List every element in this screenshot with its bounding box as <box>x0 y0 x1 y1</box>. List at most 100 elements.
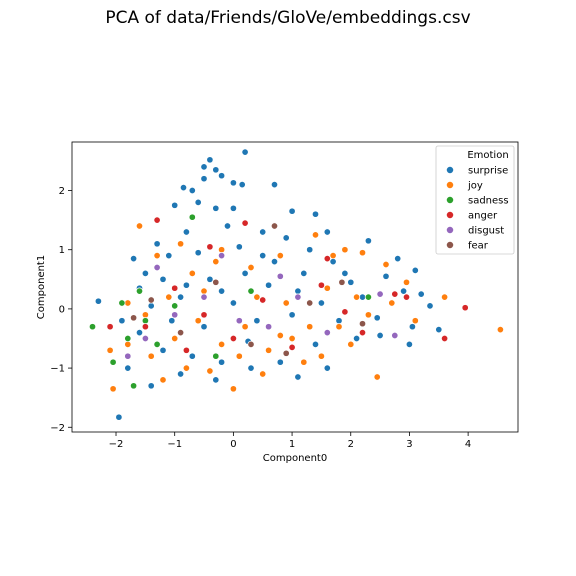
point-joy <box>311 231 320 239</box>
point-surprise <box>153 240 161 248</box>
point-anger <box>171 284 179 292</box>
point-joy <box>212 258 220 266</box>
legend-marker-surprise <box>446 166 454 174</box>
point-surprise <box>182 228 190 236</box>
point-surprise <box>276 358 284 366</box>
point-surprise <box>188 186 196 195</box>
point-surprise <box>115 413 123 421</box>
point-anger <box>106 323 114 331</box>
point-joy <box>496 326 504 334</box>
point-surprise <box>177 370 185 378</box>
point-sadness <box>130 382 138 390</box>
point-surprise <box>347 278 355 286</box>
legend-marker-anger <box>446 211 454 219</box>
point-surprise <box>159 275 167 283</box>
point-surprise <box>400 287 408 295</box>
point-anger <box>441 334 449 343</box>
point-sadness <box>141 317 149 325</box>
point-joy <box>259 370 267 378</box>
x-tick-label: −1 <box>167 439 182 450</box>
x-tick-label: 3 <box>406 439 412 450</box>
chart-title: PCA of data/Friends/GloVe/embeddings.csv <box>105 8 471 28</box>
x-tick-label: 1 <box>289 439 295 450</box>
point-surprise <box>188 352 196 360</box>
point-sadness <box>109 358 117 366</box>
point-surprise <box>311 340 320 348</box>
point-surprise <box>241 269 249 277</box>
point-surprise <box>135 329 144 337</box>
point-joy <box>153 252 161 260</box>
point-surprise <box>417 290 425 298</box>
point-sadness <box>118 299 126 307</box>
point-disgust <box>323 329 331 337</box>
point-fear <box>247 340 255 348</box>
point-surprise <box>124 364 132 372</box>
point-disgust <box>294 293 302 301</box>
point-fear <box>212 278 220 286</box>
point-fear <box>338 278 346 286</box>
point-surprise <box>376 331 384 340</box>
point-surprise <box>259 252 267 260</box>
point-sadness <box>188 213 196 221</box>
point-disgust <box>141 334 149 343</box>
point-joy <box>159 376 167 384</box>
point-surprise <box>323 364 331 372</box>
point-surprise <box>218 287 226 295</box>
point-fear <box>177 329 185 337</box>
point-surprise <box>200 175 208 183</box>
point-anger <box>182 346 190 354</box>
point-disgust <box>235 317 243 325</box>
point-anger <box>141 323 149 331</box>
point-surprise <box>212 376 220 384</box>
point-sadness <box>88 323 97 331</box>
legend-items: surprise joy sadness anger disgust fear <box>446 166 509 252</box>
point-sadness <box>171 302 179 310</box>
point-joy <box>235 352 243 360</box>
legend-label-surprise: surprise <box>468 166 508 177</box>
point-joy <box>106 346 114 354</box>
point-joy <box>411 317 419 325</box>
point-joy <box>382 260 390 269</box>
point-sadness <box>364 293 372 301</box>
point-surprise <box>165 252 173 260</box>
point-surprise <box>206 156 214 164</box>
point-surprise <box>353 334 361 343</box>
point-fear <box>358 320 367 328</box>
y-tick-label: 1 <box>59 245 65 256</box>
point-joy <box>282 299 290 307</box>
x-tick-label: 4 <box>465 439 471 450</box>
point-surprise <box>94 297 102 305</box>
point-surprise <box>238 181 246 189</box>
point-anger <box>153 216 161 224</box>
point-surprise <box>317 299 325 307</box>
point-surprise <box>294 373 302 381</box>
point-surprise <box>130 255 138 263</box>
point-surprise <box>168 317 176 325</box>
point-surprise <box>241 148 249 156</box>
legend-box <box>435 145 515 255</box>
legend-title: Emotion <box>467 150 508 161</box>
point-joy <box>317 352 325 360</box>
point-surprise <box>394 255 402 263</box>
point-joy <box>206 367 214 375</box>
point-joy <box>276 331 284 340</box>
point-surprise <box>364 237 372 245</box>
point-surprise <box>408 323 416 331</box>
point-sadness <box>247 287 255 295</box>
point-anger <box>259 296 267 304</box>
point-joy <box>218 340 226 348</box>
legend-marker-fear <box>446 241 454 249</box>
point-disgust <box>200 293 208 301</box>
point-surprise <box>229 299 237 307</box>
point-surprise <box>358 293 367 301</box>
point-anger <box>288 343 296 351</box>
point-joy <box>441 293 449 301</box>
point-surprise <box>259 228 267 236</box>
point-surprise <box>341 269 349 277</box>
point-fear <box>306 299 314 307</box>
points-layer <box>88 148 504 421</box>
point-joy <box>124 299 132 307</box>
legend-item-surprise: surprise <box>446 166 508 177</box>
point-anger <box>200 311 208 319</box>
y-axis-label: Component1 <box>36 255 47 319</box>
